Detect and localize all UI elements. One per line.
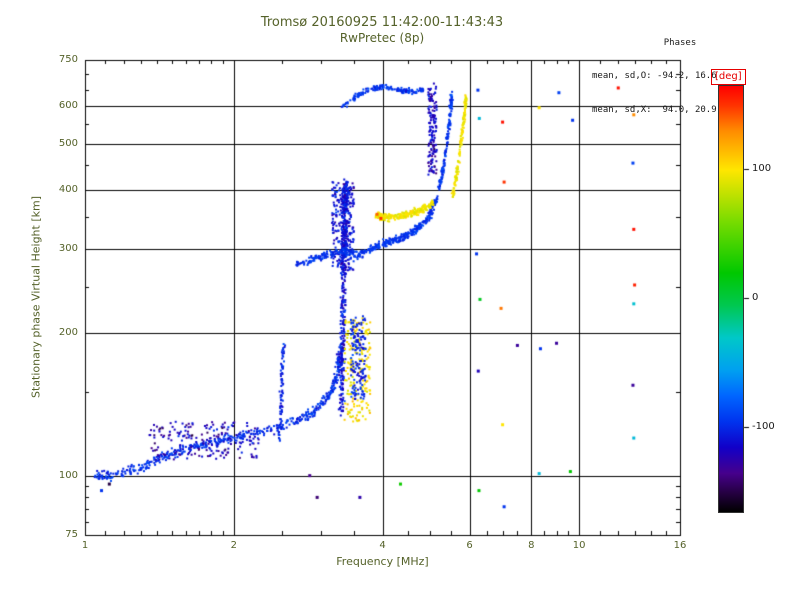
y-axis-label: Stationary phase Virtual Height [km] <box>29 195 43 399</box>
chart-title: Tromsø 20160925 11:42:00-11:43:43 <box>260 15 504 30</box>
x-tick-label: 8 <box>528 540 535 551</box>
colorbar-unit-label: [deg] <box>711 69 746 85</box>
y-tick-label: 500 <box>58 137 78 149</box>
x-tick-label: 1 <box>81 540 89 551</box>
y-tick-label: 75 <box>65 529 78 540</box>
colorbar-tick-label: 100 <box>752 162 772 174</box>
phase-stats: Phases mean, sd,O: -94.2, 16.6 mean, sd,… <box>592 15 768 139</box>
x-tick-label: 10 <box>572 540 586 551</box>
phase-stats-header: Phases <box>663 37 697 48</box>
phase-stats-x-mode: mean, sd,X: 94.0, 20.9 <box>592 105 717 115</box>
phase-stats-o-mode: mean, sd,O: -94.2, 16.6 <box>592 71 717 82</box>
colorbar <box>718 85 744 513</box>
colorbar-tick-label: -100 <box>752 421 775 433</box>
y-tick-label: 300 <box>58 243 78 255</box>
x-tick-label: 2 <box>230 540 237 551</box>
x-tick-label: 16 <box>673 540 687 551</box>
y-tick-label: 400 <box>58 183 78 195</box>
y-tick-label: 200 <box>58 326 78 338</box>
y-tick-label: 600 <box>58 100 78 112</box>
y-tick-label: 750 <box>58 54 78 65</box>
chart-subtitle: RwPretec (8p) <box>339 31 425 45</box>
y-tick-label: 100 <box>58 469 78 481</box>
x-tick-label: 6 <box>466 540 473 551</box>
x-axis-label: Frequency [MHz] <box>336 555 429 568</box>
colorbar-tick-label: 0 <box>752 292 759 303</box>
x-tick-label: 4 <box>379 540 386 551</box>
